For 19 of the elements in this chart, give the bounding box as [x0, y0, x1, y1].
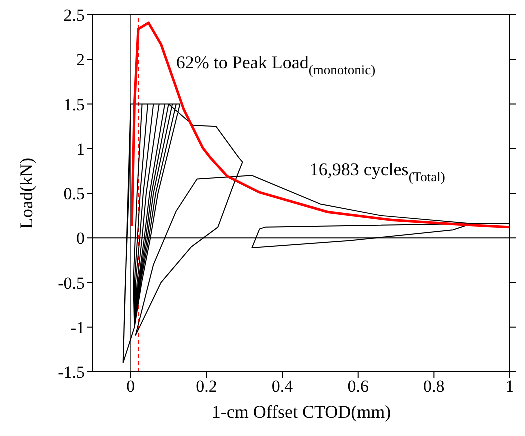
x-axis-title: 1-cm Offset CTOD(mm) — [212, 402, 392, 422]
y-axis-title: Load(kN) — [16, 158, 36, 229]
annotation: 16,983 cycles$_{(Total)}$ — [310, 160, 446, 184]
x-tick-label: 0.8 — [424, 377, 445, 396]
y-tick-label: 1 — [76, 140, 85, 159]
y-tick-label: 0.5 — [64, 184, 85, 204]
y-tick-label: -1.5 — [58, 363, 85, 382]
annotation: 62% to Peak Load$_{(monotonic)}$ — [176, 52, 376, 78]
x-tick-label: 0 — [126, 377, 136, 396]
x-tick-label: 1 — [506, 377, 514, 396]
y-tick-label: 1.5 — [64, 95, 85, 114]
y-tick-label: -1 — [70, 318, 85, 338]
x-tick-label: 0.2 — [196, 377, 218, 396]
x-tick-label: 0.6 — [348, 377, 369, 396]
y-tick-label: 0 — [76, 229, 85, 248]
y-tick-label: -0.5 — [58, 274, 85, 293]
x-tick-label: 0.4 — [272, 377, 294, 396]
y-tick-label: 2.5 — [64, 6, 85, 26]
y-tick-label: 2 — [76, 50, 85, 70]
